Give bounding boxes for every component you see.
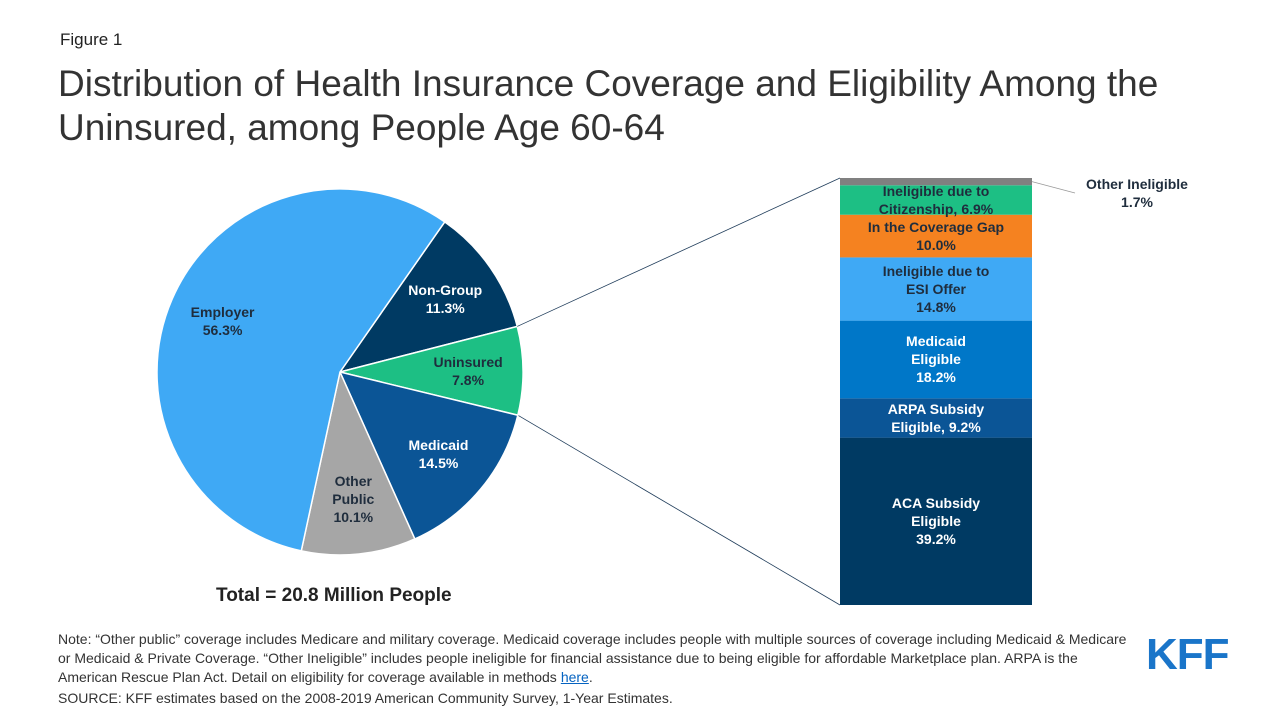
data-label: Uninsured 7.8%: [423, 353, 513, 389]
logo: KFF: [1146, 630, 1230, 679]
data-label: Other Public 10.1%: [323, 472, 383, 526]
leader-line: [1031, 181, 1076, 194]
value-label: 18.2%: [916, 369, 956, 386]
data-label: Non-Group 11.3%: [400, 281, 490, 317]
pie-slice: [156, 188, 446, 552]
value-label: 11.3%: [425, 299, 465, 316]
data-label: Employer 56.3%: [178, 303, 268, 339]
pie-caption: Total = 20.8 Million People: [216, 585, 452, 606]
value-label: 14.5%: [418, 454, 459, 471]
category-label: Employer: [190, 303, 255, 320]
bar-segment: [840, 214, 1032, 258]
category-label: ARPA Subsidy Eligible,: [887, 400, 985, 435]
pie-slice: [300, 369, 416, 556]
bar-segment: [840, 320, 1032, 399]
bar-segment: [840, 437, 1032, 605]
bar-segment: [840, 185, 1032, 215]
data-label: ACA Subsidy Eligible 39.2%: [886, 494, 986, 548]
category-label: Medicaid: [408, 436, 469, 453]
figure-label: Figure 1: [60, 30, 123, 49]
pie-slice: [338, 370, 519, 540]
bar-segment: [840, 257, 1032, 321]
category-label: Uninsured: [433, 354, 503, 371]
data-label: ARPA Subsidy Eligible, 9.2%: [871, 400, 1001, 436]
note: Note: “Other public” coverage includes M…: [58, 630, 1128, 687]
category-label: Other Ineligible: [1086, 176, 1188, 192]
category-label: Medicaid Eligible: [906, 333, 966, 368]
data-label: Medicaid Eligible 18.2%: [891, 332, 981, 386]
value-label: 10.1%: [333, 509, 374, 526]
value-label: 56.3%: [202, 321, 243, 338]
value-label: 39.2%: [916, 531, 956, 548]
category-label: Ineligible due to ESI Offer: [882, 263, 990, 298]
data-label: In the Coverage Gap 10.0%: [849, 218, 1024, 254]
connector: [517, 177, 841, 327]
note-text: Note: “Other public” coverage includes M…: [58, 631, 1127, 685]
value-label: 1.7%: [1121, 194, 1153, 210]
category-label: Ineligible due to Citizenship,: [878, 182, 990, 217]
connector: [517, 414, 841, 606]
note-link[interactable]: here: [560, 669, 589, 685]
value-label: 7.8%: [452, 372, 485, 389]
note-end: .: [588, 669, 593, 685]
bar-segment: [840, 178, 1032, 186]
value-label: 10.0%: [916, 237, 956, 254]
bar-segment: [840, 398, 1032, 438]
category-label: In the Coverage Gap: [867, 219, 1005, 236]
pie-slice: [338, 220, 519, 374]
value-label: 6.9%: [961, 200, 994, 217]
value-label: 9.2%: [948, 418, 981, 435]
category-label: Non-Group: [408, 281, 483, 298]
data-label: Medicaid 14.5%: [393, 436, 483, 472]
source: SOURCE: KFF estimates based on the 2008-…: [58, 690, 673, 706]
chart-title: Distribution of Health Insurance Coverag…: [58, 63, 1159, 148]
category-label: ACA Subsidy Eligible: [891, 495, 981, 530]
data-label: Ineligible due to Citizenship, 6.9%: [861, 182, 1011, 218]
value-label: 14.8%: [916, 299, 956, 316]
data-label: Other Ineligible 1.7%: [1067, 175, 1207, 211]
data-label: Ineligible due to ESI Offer 14.8%: [876, 262, 996, 316]
category-label: Other Public: [332, 473, 375, 508]
